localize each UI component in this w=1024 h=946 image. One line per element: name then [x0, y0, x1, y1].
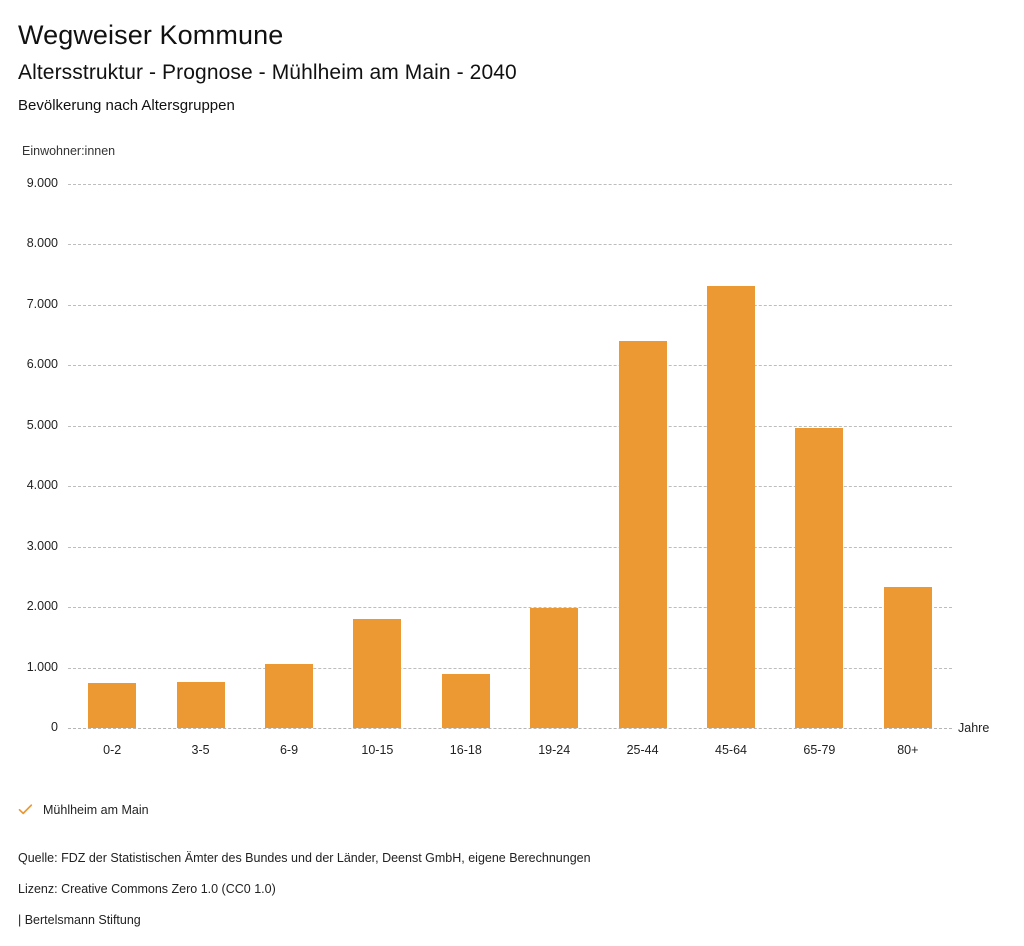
y-axis-tick-label: 2.000	[26, 599, 58, 614]
x-axis-tick-label: 65-79	[803, 743, 836, 757]
y-axis-title: Einwohner:innen	[22, 144, 116, 158]
x-axis-tick-label: 19-24	[538, 743, 571, 757]
y-axis-tick-label: 9.000	[26, 176, 58, 190]
gridline	[68, 304, 952, 306]
gridline	[68, 184, 952, 185]
bar[interactable]	[441, 673, 490, 728]
y-axis-tick-label: 6.000	[26, 357, 58, 372]
x-axis-tick-label: 16-18	[449, 743, 482, 757]
bar[interactable]	[176, 682, 225, 728]
bar[interactable]	[530, 608, 579, 728]
bar[interactable]	[883, 587, 932, 728]
source-note: Quelle: FDZ der Statistischen Ämter des …	[18, 851, 591, 865]
bar[interactable]	[618, 341, 667, 728]
gridline	[68, 486, 952, 488]
chart-area: Einwohner:innen 0 1.000 2.000 3.000 4.000 5.0…	[0, 135, 1024, 757]
gridline	[68, 425, 952, 427]
y-axis-tick-label: 4.000	[26, 478, 58, 493]
x-axis-tick-label: 25-44	[626, 743, 659, 757]
y-axis-tick-label: 3.000	[26, 538, 58, 553]
x-axis-tick-label: 45-64	[715, 743, 747, 757]
chart-header: Wegweiser Kommune Altersstruktur - Progn…	[0, 0, 1024, 117]
x-axis-title: Jahre	[958, 721, 990, 735]
x-axis-tick-label: 0-2	[103, 743, 122, 757]
chart-title: Altersstruktur - Prognose - Mühlheim am …	[18, 61, 517, 84]
chart-footer: Quelle: FDZ der Statistischen Ämter des …	[18, 843, 978, 936]
legend-item-label: Mühlheim am Main	[43, 802, 149, 817]
gridline	[68, 667, 952, 669]
plot-region	[68, 184, 952, 729]
page-title: Wegweiser Kommune	[18, 20, 284, 50]
y-axis-tick-label: 8.000	[26, 236, 58, 251]
x-axis-tick-label: 80+	[897, 743, 919, 757]
gridline	[68, 607, 952, 609]
license-note: Lizenz: Creative Commons Zero 1.0 (CC0 1…	[18, 882, 276, 896]
gridline	[68, 546, 952, 548]
bar[interactable]	[265, 663, 313, 728]
bar[interactable]	[353, 618, 402, 728]
chart-subtitle: Bevölkerung nach Altersgruppen	[18, 97, 235, 114]
x-axis-tick-label: 6-9	[279, 743, 299, 757]
y-axis-tick-label: 0	[51, 720, 58, 734]
publisher-note: | Bertelsmann Stiftung	[18, 913, 141, 927]
y-axis-tick-label: 1.000	[26, 659, 58, 674]
x-axis-tick-label: 3-5	[191, 743, 210, 757]
bar-series	[68, 184, 952, 728]
bar[interactable]	[88, 682, 137, 728]
check-icon	[18, 802, 33, 817]
y-axis-tick-label: 7.000	[26, 296, 58, 311]
bar[interactable]	[795, 427, 844, 728]
x-axis-tick-label: 10-15	[361, 743, 394, 757]
bar[interactable]	[707, 285, 755, 728]
chart-legend[interactable]: Mühlheim am Main	[18, 802, 149, 817]
y-axis-tick-label: 5.000	[26, 417, 58, 432]
gridline	[68, 365, 952, 367]
gridline	[68, 728, 952, 729]
gridline	[68, 244, 952, 246]
